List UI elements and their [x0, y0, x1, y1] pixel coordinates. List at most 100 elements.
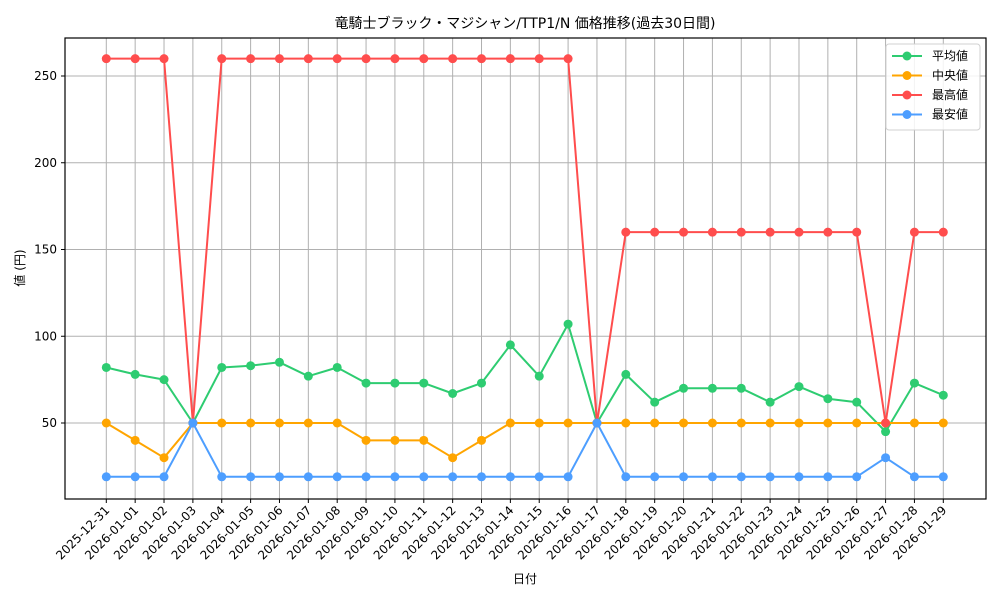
data-point [159, 54, 169, 64]
data-point [303, 472, 313, 482]
data-point [765, 397, 775, 407]
data-point [303, 371, 313, 381]
grid-lines [65, 38, 986, 499]
data-point [823, 394, 833, 404]
data-point [679, 418, 689, 428]
x-axis: 2025-12-312026-01-012026-01-022026-01-03… [53, 499, 949, 562]
legend-marker [902, 51, 912, 61]
data-point [477, 472, 487, 482]
data-point [650, 418, 660, 428]
data-point [765, 418, 775, 428]
data-point [881, 453, 891, 463]
data-point [881, 418, 891, 428]
y-tick-label: 100 [34, 329, 57, 343]
data-point [534, 418, 544, 428]
data-point [563, 319, 573, 329]
data-point [246, 418, 256, 428]
series-3 [101, 418, 948, 482]
y-tick-label: 250 [34, 69, 57, 83]
data-point [505, 340, 515, 350]
x-axis-label: 日付 [513, 572, 537, 586]
legend-label: 中央値 [932, 68, 968, 83]
data-point [448, 472, 458, 482]
data-point [159, 375, 169, 385]
data-point [217, 54, 227, 64]
data-point [477, 378, 487, 388]
y-tick-label: 50 [42, 416, 57, 430]
series-line [106, 323, 944, 433]
data-point [332, 472, 342, 482]
data-point [534, 472, 544, 482]
data-point [563, 472, 573, 482]
data-point [332, 362, 342, 372]
data-point [130, 369, 140, 379]
series-2 [101, 54, 948, 428]
chart-title: 竜騎士ブラック・マジシャン/TTP1/N 価格推移(過去30日間) [334, 15, 715, 32]
data-point [246, 54, 256, 64]
data-point [707, 227, 717, 237]
data-point [736, 383, 746, 393]
data-point [621, 369, 631, 379]
data-point [101, 472, 111, 482]
data-point [881, 427, 891, 437]
legend-marker [902, 90, 912, 100]
data-point [303, 418, 313, 428]
data-point [765, 227, 775, 237]
data-point [909, 472, 919, 482]
series-1 [101, 418, 948, 463]
legend-item: 最高値 [892, 87, 968, 102]
data-point [650, 397, 660, 407]
data-point [823, 472, 833, 482]
data-point [505, 418, 515, 428]
data-point [679, 383, 689, 393]
data-point [563, 418, 573, 428]
data-point [621, 418, 631, 428]
data-point [101, 54, 111, 64]
data-point [274, 418, 284, 428]
legend-marker [902, 71, 912, 80]
data-point [794, 382, 804, 392]
data-point [909, 227, 919, 237]
data-point [650, 472, 660, 482]
data-point [246, 472, 256, 482]
data-point [823, 227, 833, 237]
legend-item: 最安値 [892, 107, 968, 122]
data-point [736, 418, 746, 428]
data-point [361, 54, 371, 64]
data-point [534, 54, 544, 64]
data-point [390, 472, 400, 482]
data-point [390, 54, 400, 64]
legend-marker [902, 110, 912, 119]
data-point [130, 435, 140, 445]
y-axis: 50 100 150 200 250 [34, 69, 65, 430]
data-point [592, 418, 602, 428]
data-point [303, 54, 313, 64]
data-point [361, 472, 371, 482]
data-point [679, 227, 689, 237]
data-point [390, 435, 400, 445]
data-point [274, 357, 284, 367]
data-point [217, 362, 227, 372]
data-point [130, 54, 140, 64]
data-point [852, 472, 862, 482]
data-point [188, 418, 198, 428]
data-point [448, 389, 458, 399]
data-point [650, 227, 660, 237]
data-point [101, 418, 111, 428]
series-line [106, 57, 944, 424]
data-point [852, 227, 862, 237]
legend-item: 平均値 [892, 48, 968, 63]
data-point [621, 472, 631, 482]
series-line [105, 422, 944, 459]
data-point [707, 472, 717, 482]
data-point [274, 472, 284, 482]
data-point [505, 54, 515, 64]
data-point [159, 453, 169, 463]
data-point [938, 472, 948, 482]
data-point [563, 54, 573, 64]
data-point [794, 227, 804, 237]
data-point [505, 472, 515, 482]
data-point [736, 227, 746, 237]
data-point [477, 54, 487, 64]
